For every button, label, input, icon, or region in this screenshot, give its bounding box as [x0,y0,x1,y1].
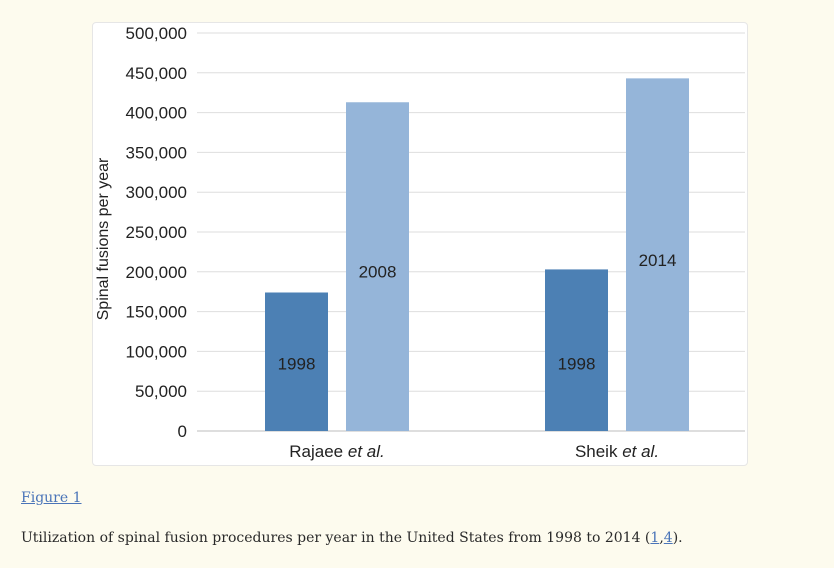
category-name: Rajaee [289,442,348,461]
bar [545,269,608,431]
bar-data-label: 2008 [359,263,397,282]
x-category-label: Rajaee et al. [289,442,384,461]
x-category-label: Sheik et al. [575,442,659,461]
category-suffix: et al. [622,442,659,461]
category-suffix: et al. [348,442,385,461]
y-tick-label: 350,000 [126,143,187,162]
y-tick-label: 300,000 [126,183,187,202]
y-tick-label: 150,000 [126,303,187,322]
category-name: Sheik [575,442,622,461]
y-tick-label: 0 [178,422,187,441]
y-tick-label: 450,000 [126,64,187,83]
bar-data-label: 2014 [639,251,677,270]
bar-chart: 0 50,000 100,000 150,000 200,000 250,000 300,0… [95,24,745,461]
reference-link-1[interactable]: 1 [650,530,660,546]
y-tick-label: 100,000 [126,342,187,361]
bar-data-label: 1998 [278,354,316,373]
y-tick-label: 400,000 [126,104,187,123]
figure-caption: Utilization of spinal fusion procedures … [21,530,683,546]
caption-end: ). [672,530,683,546]
y-tick-label: 200,000 [126,263,187,282]
bar [265,292,328,431]
y-tick-label: 50,000 [135,382,187,401]
reference-link-4[interactable]: 4 [663,530,673,546]
bar [346,102,409,431]
y-tick-label: 500,000 [126,24,187,43]
bar-data-label: 1998 [558,354,596,373]
y-axis-label: Spinal fusions per year [95,157,112,320]
caption-separator: , [659,530,664,546]
y-tick-label: 250,000 [126,223,187,242]
figure-link[interactable]: Figure 1 [21,490,82,506]
chart-card: 0 50,000 100,000 150,000 200,000 250,000 300,0… [92,22,748,466]
caption-text: Utilization of spinal fusion procedures … [21,530,651,546]
bar [626,78,689,431]
